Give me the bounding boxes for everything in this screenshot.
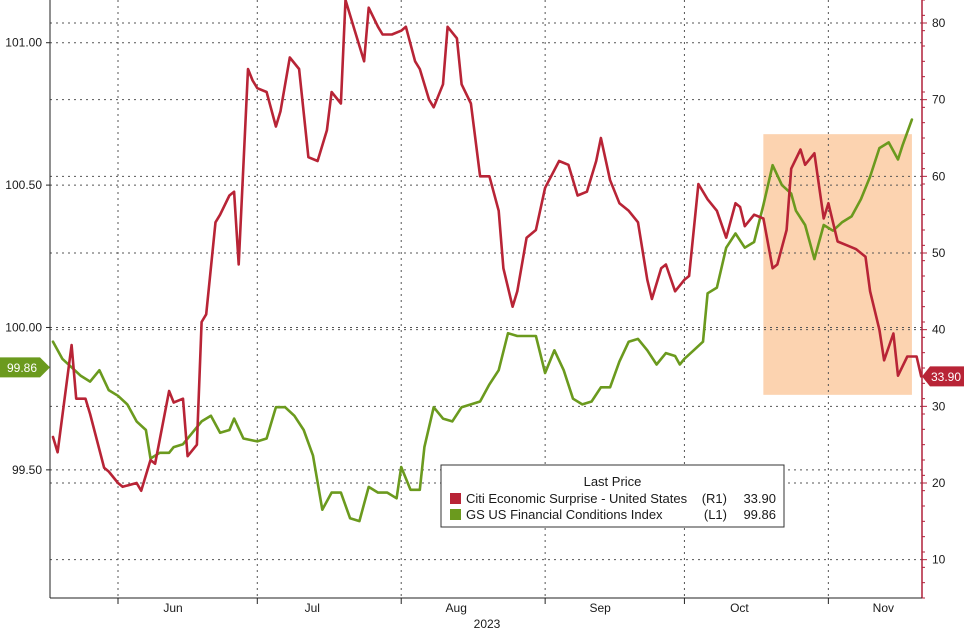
left-tick-label: 100.00 [5, 320, 42, 334]
x-tick-label: Oct [730, 601, 749, 615]
left-tick-label: 101.00 [5, 36, 42, 50]
legend-label: Citi Economic Surprise - United States [466, 491, 688, 506]
right-last-value-badge [922, 366, 964, 387]
x-tick-label: Jun [163, 601, 182, 615]
legend-label: GS US Financial Conditions Index [466, 507, 663, 522]
series-layer [51, 0, 923, 523]
left-last-value-badge [0, 357, 50, 378]
right-tick-label: 40 [932, 323, 946, 337]
right-tick-label: 30 [932, 399, 946, 413]
axes: 99.50 100.00 100.50 101.00 10 20 30 40 50 60 70 80 J… [5, 0, 946, 631]
right-tick-label: 20 [932, 476, 946, 490]
legend-value: 33.90 [743, 491, 776, 506]
legend-value: 99.86 [743, 507, 776, 522]
series-line-gs-financial-conditions [51, 118, 914, 523]
x-axis-label: 2023 [474, 617, 501, 631]
right-tick-label: 80 [932, 16, 946, 30]
x-tick-label: Jul [305, 601, 320, 615]
right-tick-label: 60 [932, 169, 946, 183]
legend-box [440, 464, 785, 528]
legend-axis-tag: (L1) [704, 507, 727, 522]
legend-swatch [450, 509, 461, 520]
legend-swatch [450, 493, 461, 504]
left-tick-label: 100.50 [5, 178, 42, 192]
right-tick-label: 70 [932, 93, 946, 107]
left-last-value-text: 99.86 [7, 361, 37, 375]
right-last-value-text: 33.90 [931, 370, 961, 384]
x-tick-label: Sep [589, 601, 611, 615]
x-tick-label: Aug [446, 601, 467, 615]
x-tick-label: Nov [873, 601, 894, 615]
highlight-region [763, 134, 912, 395]
last-value-badges: 99.86 33.90 [0, 357, 964, 387]
left-tick-label: 99.50 [12, 463, 42, 477]
right-tick-label: 10 [932, 553, 946, 567]
right-tick-label: 50 [932, 246, 946, 260]
legend-axis-tag: (R1) [702, 491, 727, 506]
legend-title: Last Price [584, 474, 642, 489]
series-line-citi-economic-surprise [51, 0, 923, 493]
legend: Last Price Citi Economic Surprise - Unite… [440, 464, 785, 528]
